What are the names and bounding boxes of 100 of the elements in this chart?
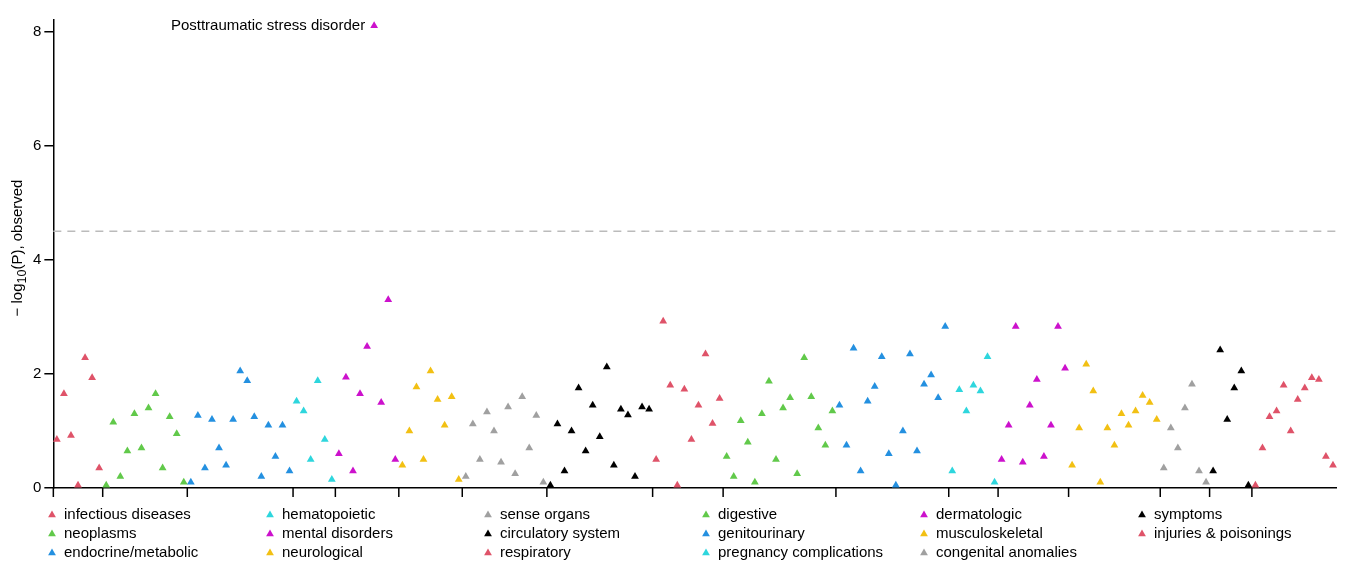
legend-label: mental disorders <box>282 524 393 542</box>
point <box>1089 386 1098 394</box>
point <box>468 419 477 427</box>
point <box>567 426 576 434</box>
point <box>229 415 238 422</box>
y-tick-label: 6 <box>33 135 42 153</box>
point <box>673 480 682 488</box>
point <box>186 477 195 485</box>
point <box>151 389 160 397</box>
point <box>765 376 773 384</box>
point <box>334 449 343 457</box>
point <box>306 454 315 462</box>
point <box>356 389 364 397</box>
point <box>320 434 329 442</box>
point <box>433 395 442 402</box>
point <box>454 474 463 482</box>
point <box>327 474 336 482</box>
point <box>1173 443 1182 451</box>
point <box>299 406 308 414</box>
point <box>1159 463 1168 471</box>
point <box>990 477 999 485</box>
point <box>631 472 639 479</box>
legend-label: genitourinary <box>718 524 806 542</box>
point <box>786 393 794 401</box>
point <box>539 477 548 485</box>
point <box>1216 345 1225 353</box>
legend-label: respiratory <box>500 543 572 561</box>
point <box>81 353 89 361</box>
point <box>877 352 886 359</box>
point <box>370 21 379 28</box>
point <box>116 472 125 479</box>
point <box>285 466 294 474</box>
point <box>271 452 280 459</box>
point <box>1279 380 1288 388</box>
legend-label: congenital anomalies <box>936 543 1077 561</box>
point <box>800 353 809 361</box>
point <box>680 384 689 392</box>
point <box>948 466 957 474</box>
point <box>743 437 752 445</box>
point <box>708 419 717 426</box>
point <box>172 429 181 437</box>
point <box>807 392 816 399</box>
point <box>405 426 414 434</box>
point <box>1096 477 1105 485</box>
point <box>595 432 604 439</box>
point <box>772 454 780 462</box>
point <box>1314 375 1323 382</box>
point <box>828 406 837 414</box>
annotation: Posttraumatic stress disorder <box>170 15 366 33</box>
point <box>130 409 139 417</box>
point <box>842 440 851 448</box>
point <box>793 469 802 476</box>
legend-label: endocrine/metabolic <box>64 543 199 561</box>
point <box>52 434 61 442</box>
point <box>884 449 893 457</box>
point <box>412 382 421 390</box>
point <box>638 402 646 410</box>
point <box>553 419 562 427</box>
point <box>483 407 491 415</box>
point <box>201 463 209 471</box>
legend-label: sense organs <box>500 505 591 523</box>
y-tick-label: 4 <box>33 249 42 267</box>
legend-label: symptoms <box>1154 505 1223 523</box>
point <box>1272 406 1281 414</box>
point <box>377 397 386 405</box>
point <box>1138 391 1147 398</box>
y-tick-label: 8 <box>33 21 42 39</box>
y-tick-label: 2 <box>33 363 42 381</box>
point <box>1032 375 1041 382</box>
point <box>1293 395 1302 402</box>
legend-label: musculoskeletal <box>936 524 1043 542</box>
point <box>934 393 943 401</box>
point <box>870 381 879 389</box>
point <box>969 380 978 388</box>
point <box>342 372 350 380</box>
point <box>1265 412 1274 419</box>
point <box>976 386 985 394</box>
point <box>1181 403 1189 411</box>
point <box>1258 443 1267 451</box>
point <box>426 366 435 374</box>
point <box>1195 466 1203 474</box>
point <box>511 469 520 476</box>
point <box>602 362 611 370</box>
point <box>1040 452 1048 459</box>
point <box>955 385 964 393</box>
point <box>1018 457 1027 465</box>
point <box>750 477 759 485</box>
point <box>1011 321 1020 329</box>
point <box>1209 466 1218 474</box>
legend-label: circulatory system <box>500 524 621 542</box>
point <box>849 343 858 351</box>
point <box>1145 397 1154 405</box>
legend-label: hematopoietic <box>282 505 376 523</box>
point <box>1054 321 1062 329</box>
point <box>814 423 823 431</box>
point <box>983 352 992 359</box>
point <box>899 426 907 434</box>
point <box>1286 426 1295 434</box>
point <box>1322 452 1330 459</box>
point <box>158 463 167 471</box>
